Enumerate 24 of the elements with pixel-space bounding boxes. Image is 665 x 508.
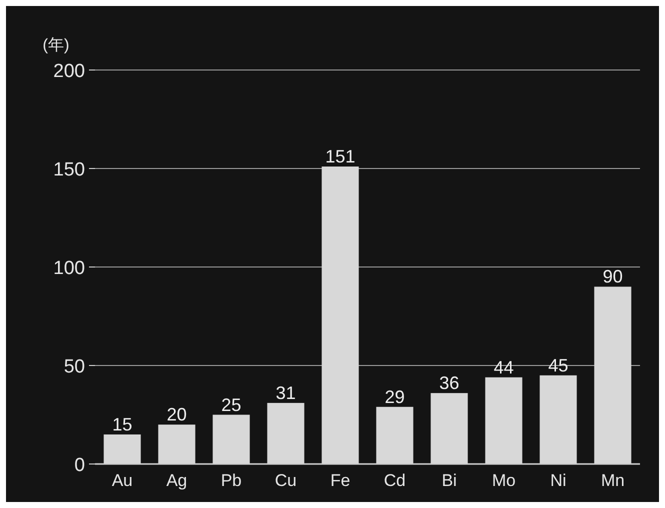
x-tick-label: Bi [442,471,457,490]
y-tick-label: 0 [74,455,85,476]
x-tick-label: Cu [274,471,297,490]
y-tick-label: 50 [64,356,85,378]
data-label: 15 [112,414,132,434]
y-tick-label: 150 [53,160,85,180]
x-tick-label: Pb [220,471,242,490]
x-tick-label: Cd [384,471,406,490]
y-tick-label: 200 [53,61,85,82]
x-tick-label: Ni [550,471,566,490]
x-tick-label: Au [112,471,133,490]
x-tick-label: Mn [600,471,625,490]
data-label: 29 [384,386,405,407]
y-tick-label: 100 [53,258,85,279]
data-label: 151 [325,146,356,167]
data-label: 25 [221,394,242,415]
data-label: 20 [166,404,187,425]
y-axis-title: (年) [42,37,70,54]
data-label: 31 [276,382,296,403]
x-tick-label: Mo [492,471,516,490]
data-label: 90 [602,266,623,287]
x-tick-label: Fe [330,471,350,490]
x-tick-label: Ag [166,471,188,490]
data-label: 36 [439,373,460,394]
